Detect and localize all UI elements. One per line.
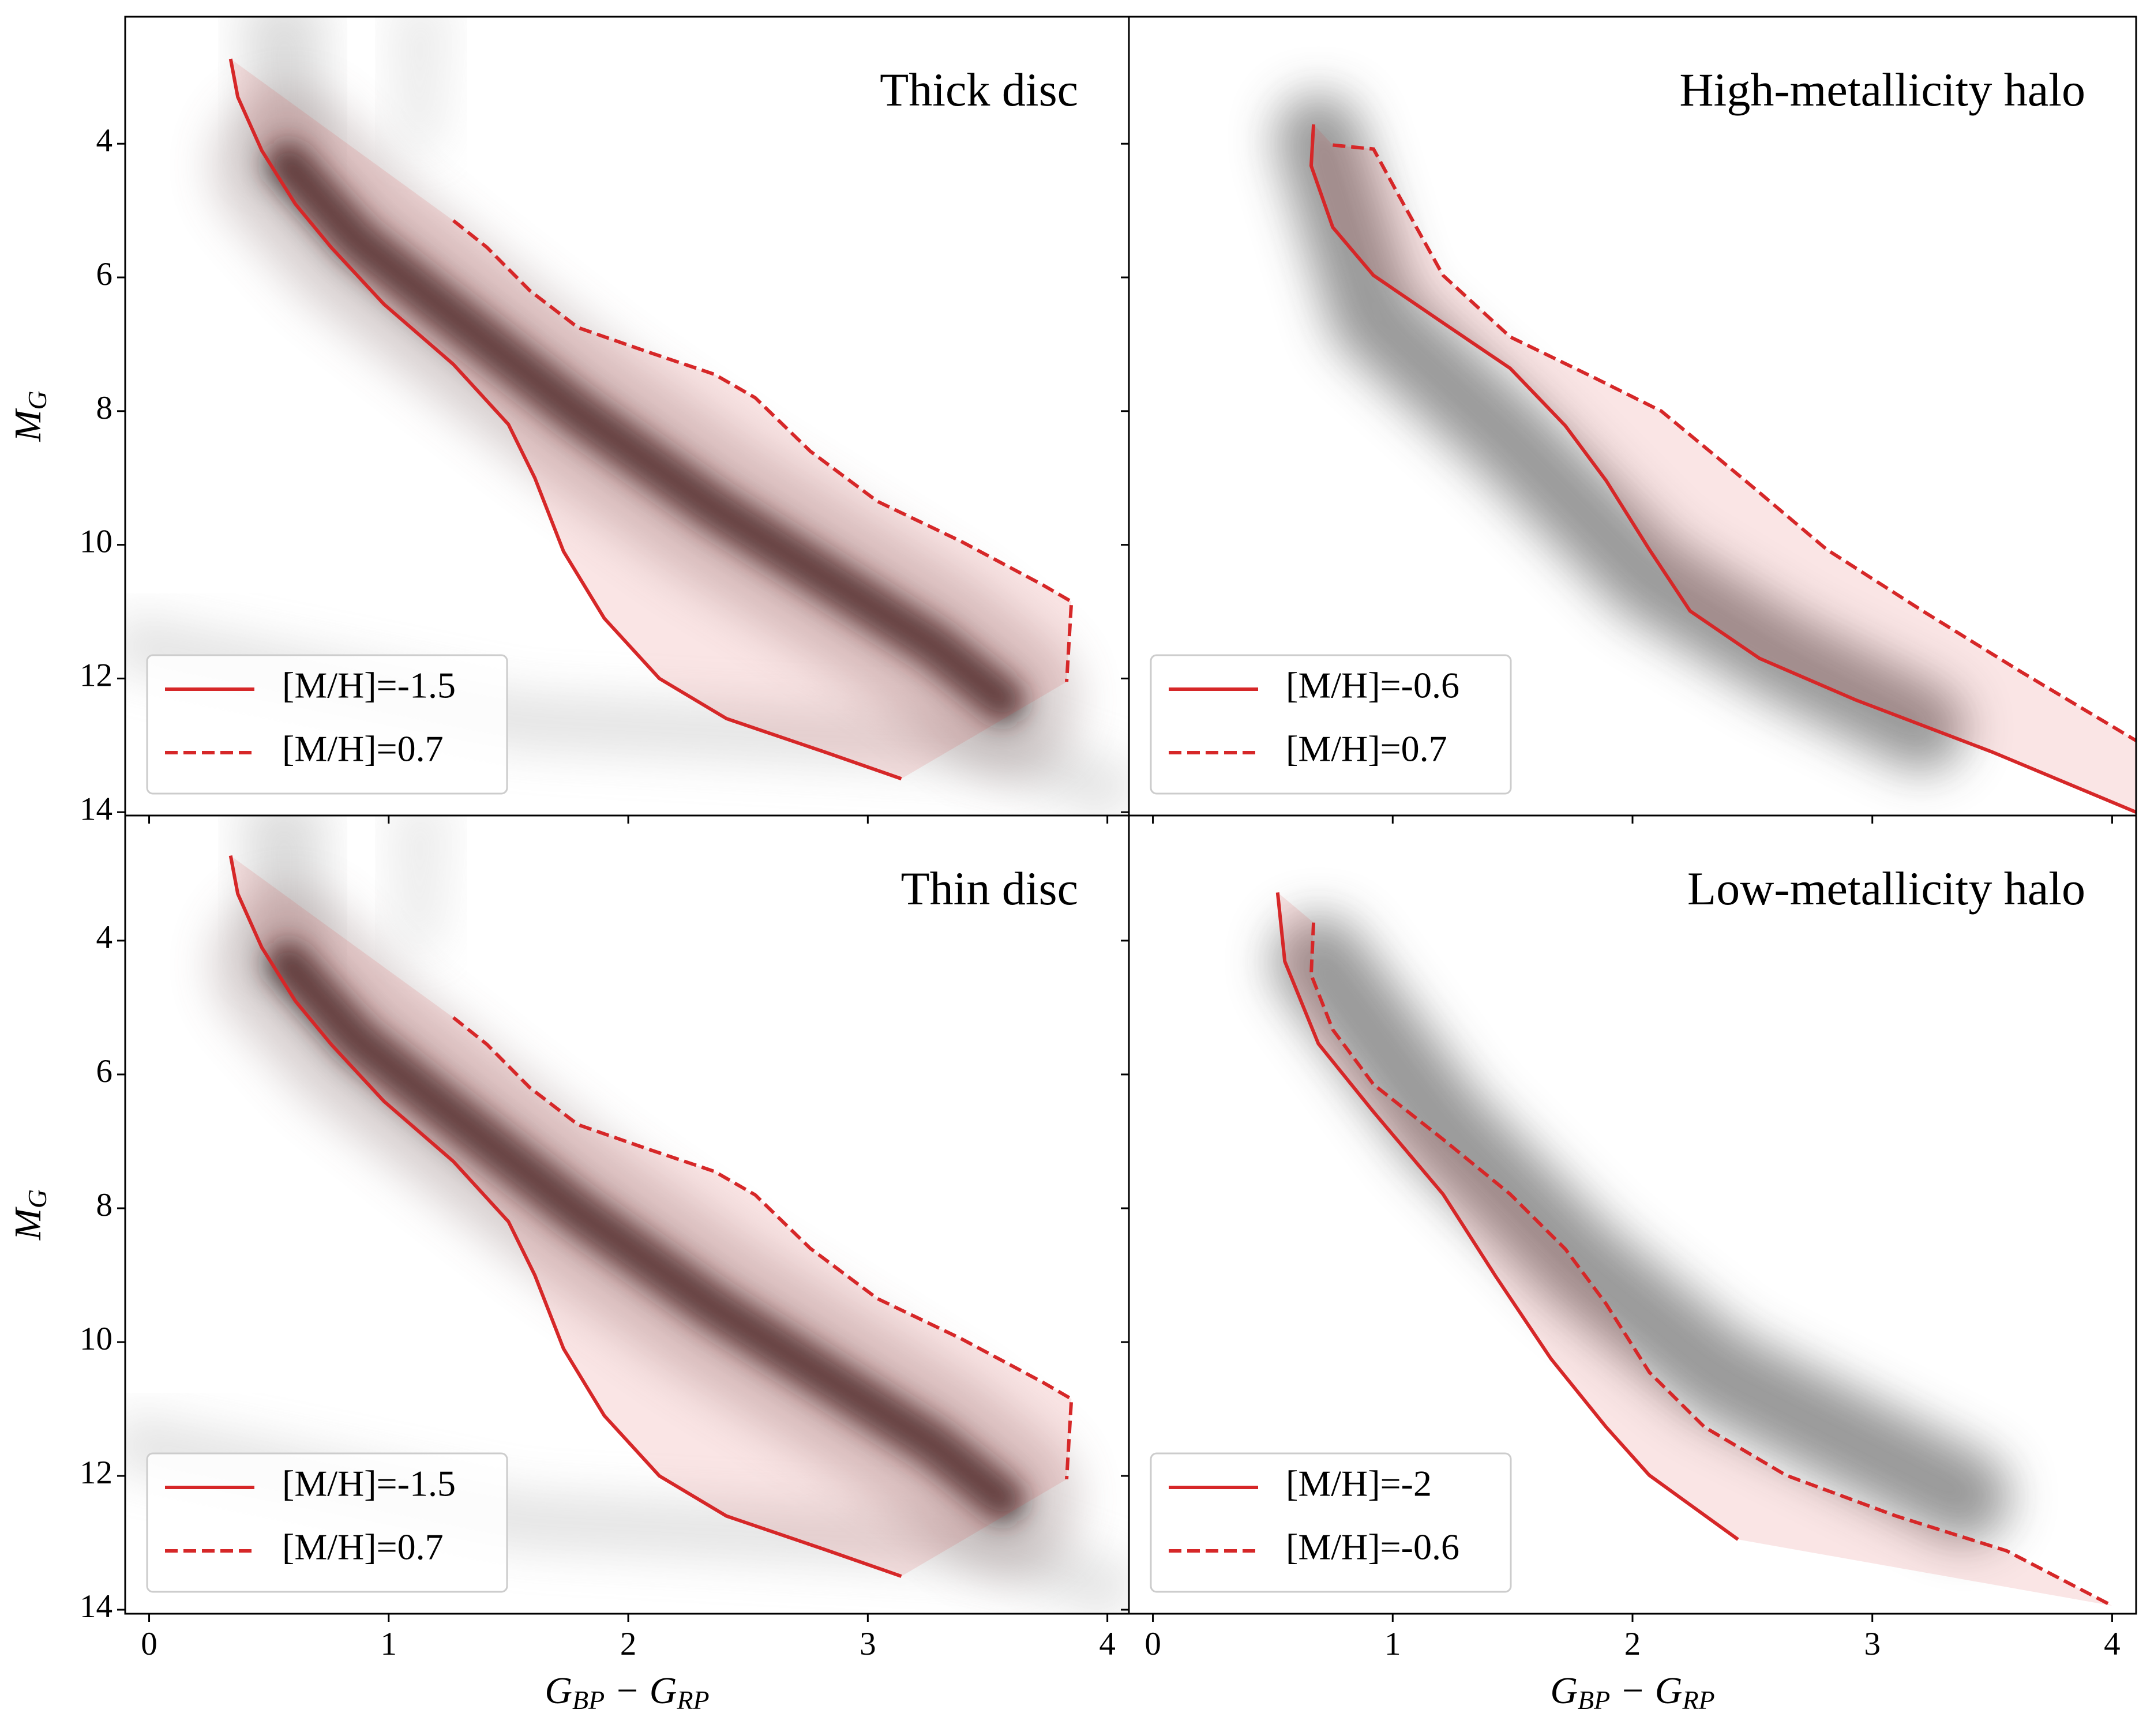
x-tick-label: 3 xyxy=(1864,1626,1881,1662)
x-axis-label: GBP − GRP xyxy=(545,1670,709,1714)
y-tick-label: 10 xyxy=(80,1321,112,1357)
legend-label: [M/H]=-2 xyxy=(1286,1463,1432,1504)
y-tick-label: 10 xyxy=(80,524,112,560)
plot-area xyxy=(1275,892,2113,1607)
panel-title: Thin disc xyxy=(901,862,1078,915)
isochrone-line xyxy=(452,219,1074,682)
y-tick-label: 6 xyxy=(96,256,113,292)
y-axis-label: MG xyxy=(7,390,51,442)
y-tick-label: 4 xyxy=(96,122,113,159)
x-tick-label: 0 xyxy=(141,1626,157,1662)
legend-label: [M/H]=-0.6 xyxy=(1286,665,1459,706)
x-axis-label-part: G xyxy=(1550,1670,1578,1712)
legend-label: [M/H]=0.7 xyxy=(282,1527,444,1568)
isochrone-line xyxy=(228,58,902,781)
shaded-region xyxy=(1311,124,2136,813)
x-tick-label: 4 xyxy=(1099,1626,1116,1662)
y-axis-label: MG xyxy=(7,1189,51,1241)
x-tick-label: 1 xyxy=(1384,1626,1401,1662)
y-tick-label: 12 xyxy=(80,657,112,693)
y-tick-label: 4 xyxy=(96,919,113,956)
plot-area xyxy=(228,855,1074,1578)
legend-label: [M/H]=-0.6 xyxy=(1286,1527,1459,1568)
x-axis-label-part: − G xyxy=(1610,1670,1682,1712)
x-tick-label: 1 xyxy=(381,1626,397,1662)
isochrone-line xyxy=(1333,143,2136,742)
y-tick-label: 14 xyxy=(80,1588,112,1625)
plot-area xyxy=(228,58,1074,781)
shaded-region xyxy=(230,59,1072,779)
y-tick-label: 6 xyxy=(96,1053,113,1089)
y-axis-label-part: G xyxy=(22,390,52,409)
x-axis-label-part: RP xyxy=(676,1685,709,1715)
isochrone-line xyxy=(452,1016,1074,1479)
x-tick-label: 3 xyxy=(860,1626,876,1662)
y-tick-label: 8 xyxy=(96,390,113,426)
shaded-region xyxy=(1277,892,2112,1606)
shaded-region xyxy=(230,855,1072,1577)
y-axis-label-part: M xyxy=(7,408,49,442)
isochrone-line xyxy=(1275,892,1739,1541)
y-axis-label-part: M xyxy=(7,1206,49,1241)
x-axis-label-part: RP xyxy=(1682,1685,1714,1715)
y-tick-label: 12 xyxy=(80,1455,112,1491)
x-tick-label: 2 xyxy=(620,1626,637,1662)
isochrone-line xyxy=(1309,922,2113,1607)
y-tick-label: 14 xyxy=(80,791,112,827)
x-axis-label: GBP − GRP xyxy=(1550,1670,1714,1714)
isochrone-line xyxy=(1309,124,2136,814)
x-tick-label: 4 xyxy=(2104,1626,2121,1662)
x-axis-label-part: G xyxy=(545,1670,572,1712)
x-tick-label: 2 xyxy=(1624,1626,1641,1662)
x-axis-label-part: BP xyxy=(572,1685,605,1715)
legend-label: [M/H]=0.7 xyxy=(1286,728,1447,769)
legend-label: [M/H]=-1.5 xyxy=(282,1463,456,1504)
halo-density xyxy=(1275,94,1966,771)
plot-area xyxy=(1309,124,2136,814)
legend-label: [M/H]=-1.5 xyxy=(282,665,456,706)
legend-label: [M/H]=0.7 xyxy=(282,728,444,769)
halo-density xyxy=(1273,915,2010,1543)
y-tick-label: 8 xyxy=(96,1187,113,1223)
x-axis-label-part: − G xyxy=(605,1670,677,1712)
panel-title: Thick disc xyxy=(880,63,1078,116)
x-axis-label-part: BP xyxy=(1578,1685,1610,1715)
isochrone-line xyxy=(228,855,902,1578)
y-axis-label-part: G xyxy=(22,1189,52,1208)
panel-title: High-metallicity halo xyxy=(1679,63,2085,116)
x-tick-label: 0 xyxy=(1144,1626,1161,1662)
panel-title: Low-metallicity halo xyxy=(1687,862,2085,915)
